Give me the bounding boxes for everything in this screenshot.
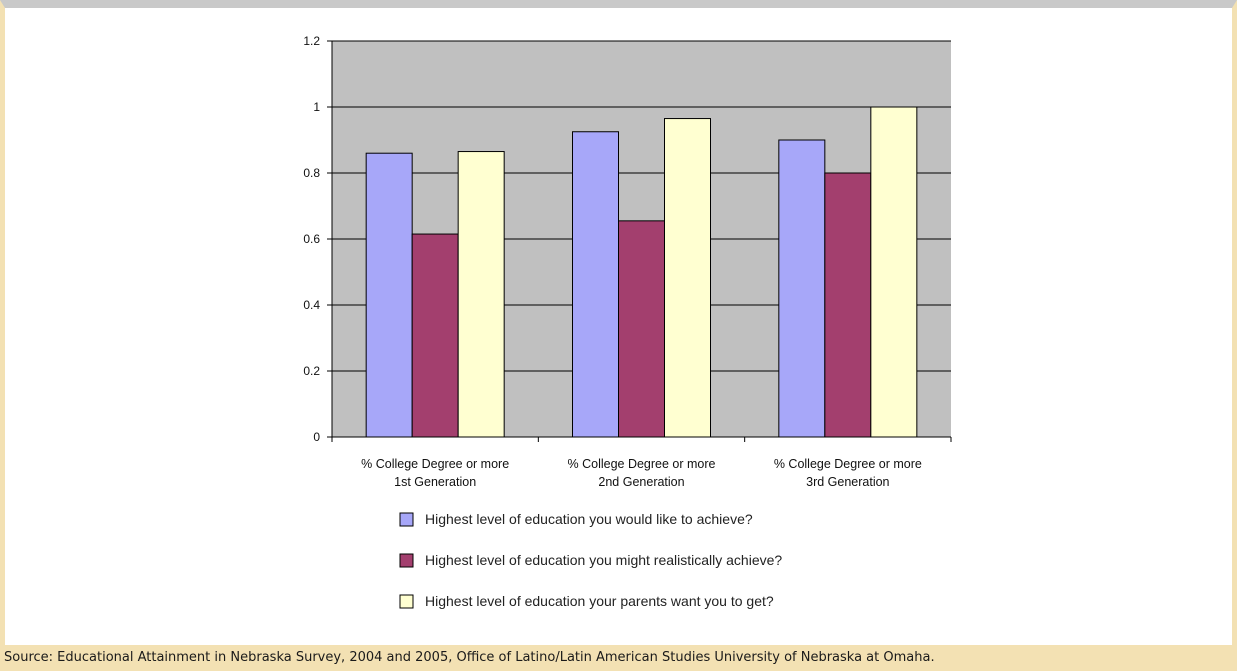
x-category-label: 2nd Generation bbox=[598, 475, 684, 489]
x-category-label: 3rd Generation bbox=[806, 475, 889, 489]
y-tick-label: 0.2 bbox=[303, 364, 320, 378]
y-tick-label: 0.4 bbox=[303, 298, 320, 312]
source-text: Source: Educational Attainment in Nebras… bbox=[4, 650, 935, 665]
y-tick-label: 1.2 bbox=[303, 34, 320, 48]
legend-label: Highest level of education you would lik… bbox=[425, 511, 753, 527]
y-tick-labels: 0 0.2 0.4 0.6 0.8 1 1.2 bbox=[303, 34, 332, 444]
bar bbox=[664, 118, 711, 438]
source-caption: Source: Educational Attainment in Nebras… bbox=[0, 645, 1237, 671]
legend: Highest level of education you would lik… bbox=[399, 511, 782, 609]
x-category-labels: % College Degree or more 1st Generation % … bbox=[361, 457, 922, 489]
legend-swatch bbox=[399, 553, 414, 568]
legend-swatch bbox=[399, 512, 414, 527]
bar bbox=[457, 151, 505, 438]
bar bbox=[411, 233, 459, 438]
legend-label: Highest level of education your parents … bbox=[425, 593, 774, 609]
bar bbox=[572, 131, 619, 438]
bars bbox=[365, 106, 918, 438]
y-tick-label: 0.6 bbox=[303, 232, 320, 246]
x-category-label: 1st Generation bbox=[394, 475, 476, 489]
y-tick-label: 1 bbox=[313, 100, 320, 114]
bar-chart: 0 0.2 0.4 0.6 0.8 1 1.2 % College Degree or mo… bbox=[303, 34, 952, 609]
bar bbox=[870, 106, 918, 438]
legend-label: Highest level of education you might rea… bbox=[425, 552, 782, 568]
bar bbox=[824, 172, 872, 438]
x-category-label: % College Degree or more bbox=[774, 457, 922, 471]
legend-swatch bbox=[399, 594, 414, 609]
bar bbox=[365, 152, 413, 438]
x-category-label: % College Degree or more bbox=[361, 457, 509, 471]
bar bbox=[618, 220, 665, 438]
y-tick-label: 0 bbox=[313, 430, 320, 444]
bar bbox=[778, 139, 826, 438]
y-tick-label: 0.8 bbox=[303, 166, 320, 180]
x-category-label: % College Degree or more bbox=[568, 457, 716, 471]
